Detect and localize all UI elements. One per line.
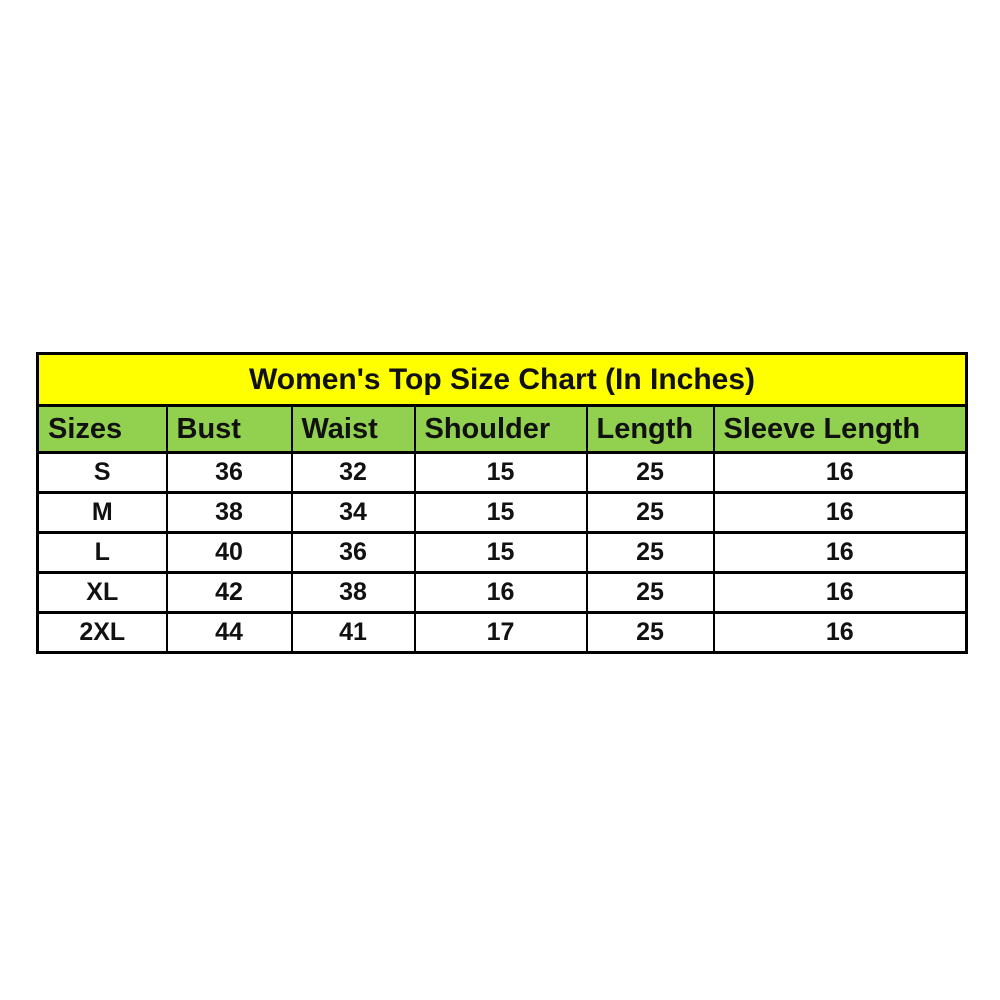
cell-waist: 41: [290, 611, 416, 654]
column-header-sleeve-length: Sleeve Length: [712, 404, 968, 454]
chart-title-row: Women's Top Size Chart (In Inches): [36, 352, 968, 407]
cell-bust: 42: [165, 571, 293, 614]
cell-length: 25: [585, 611, 715, 654]
column-header-bust: Bust: [165, 404, 293, 454]
cell-length: 25: [585, 571, 715, 614]
cell-shoulder: 17: [413, 611, 588, 654]
cell-sleeve-length: 16: [712, 571, 968, 614]
cell-shoulder: 15: [413, 491, 588, 534]
column-header-waist: Waist: [290, 404, 416, 454]
cell-shoulder: 15: [413, 531, 588, 574]
cell-sleeve-length: 16: [712, 491, 968, 534]
cell-length: 25: [585, 451, 715, 494]
size-chart-table: Women's Top Size Chart (In Inches) Sizes…: [36, 352, 969, 654]
chart-title: Women's Top Size Chart (In Inches): [36, 352, 968, 407]
cell-waist: 38: [290, 571, 416, 614]
table-row-2xl: 2XL 44 41 17 25 16: [36, 611, 968, 654]
cell-waist: 32: [290, 451, 416, 494]
cell-size: 2XL: [36, 611, 168, 654]
cell-bust: 44: [165, 611, 293, 654]
cell-length: 25: [585, 531, 715, 574]
cell-shoulder: 16: [413, 571, 588, 614]
table-row-s: S 36 32 15 25 16: [36, 451, 968, 494]
cell-length: 25: [585, 491, 715, 534]
table-row-l: L 40 36 15 25 16: [36, 531, 968, 574]
table-row-xl: XL 42 38 16 25 16: [36, 571, 968, 614]
cell-waist: 36: [290, 531, 416, 574]
column-header-row: Sizes Bust Waist Shoulder Length Sleeve …: [36, 404, 968, 454]
cell-sleeve-length: 16: [712, 531, 968, 574]
column-header-sizes: Sizes: [36, 404, 168, 454]
cell-size: S: [36, 451, 168, 494]
column-header-shoulder: Shoulder: [413, 404, 588, 454]
cell-size: L: [36, 531, 168, 574]
cell-sleeve-length: 16: [712, 611, 968, 654]
cell-size: XL: [36, 571, 168, 614]
table-row-m: M 38 34 15 25 16: [36, 491, 968, 534]
cell-shoulder: 15: [413, 451, 588, 494]
column-header-length: Length: [585, 404, 715, 454]
cell-bust: 36: [165, 451, 293, 494]
cell-size: M: [36, 491, 168, 534]
cell-sleeve-length: 16: [712, 451, 968, 494]
cell-waist: 34: [290, 491, 416, 534]
cell-bust: 40: [165, 531, 293, 574]
cell-bust: 38: [165, 491, 293, 534]
